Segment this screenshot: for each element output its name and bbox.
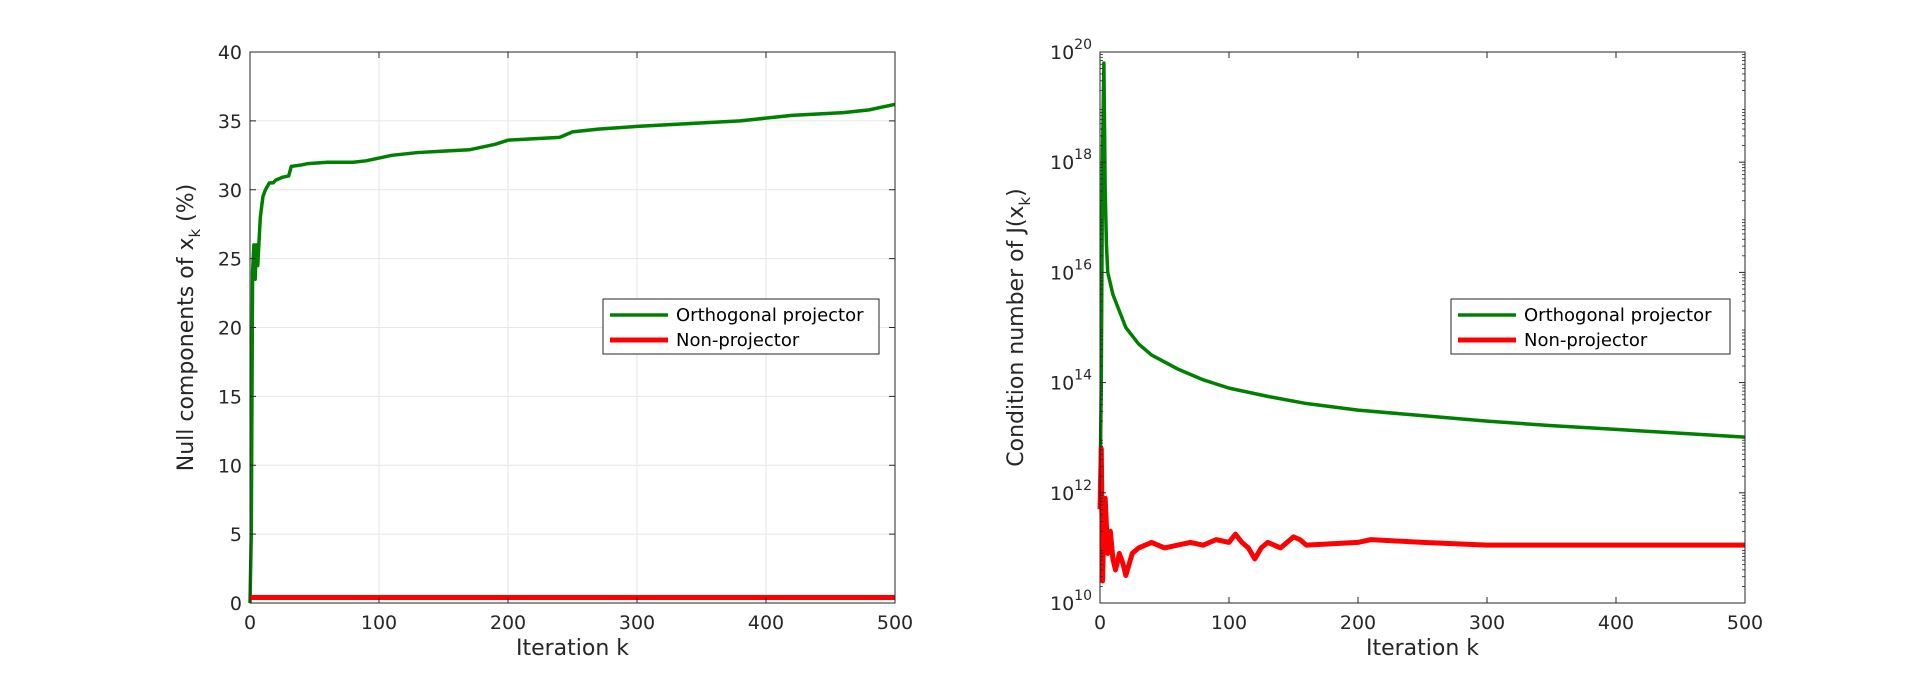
x-axis-label: Iteration k: [1366, 636, 1479, 661]
axes-box: [1099, 51, 1746, 604]
y-tick-label: 1020: [1050, 37, 1092, 64]
y-tick-label: 1016: [1050, 257, 1092, 284]
y-tick-label: 1014: [1050, 368, 1092, 395]
y-tick-label: 1010: [1050, 588, 1092, 615]
legend-label: Orthogonal projector: [1524, 305, 1712, 326]
x-tick-label: 100: [361, 612, 397, 634]
y-axis-label: Condition number of J(xk): [1004, 188, 1034, 466]
x-axis-label: Iteration k: [516, 636, 629, 661]
y-tick-label: 40: [218, 42, 242, 64]
x-tick-label: 200: [490, 612, 526, 634]
series-line-orthogonal-projector: [248, 102, 896, 604]
y-tick-label: 0: [230, 593, 242, 615]
x-tick-label: 500: [877, 612, 913, 634]
y-tick-label: 20: [218, 318, 242, 340]
legend-label: Non-projector: [1524, 330, 1648, 351]
legend-label: Non-projector: [676, 330, 800, 351]
y-tick-label: 10: [218, 455, 242, 477]
legend-label: Orthogonal projector: [676, 305, 864, 326]
x-tick-label: 400: [748, 612, 784, 634]
y-tick-label: 1018: [1050, 147, 1092, 174]
x-tick-label: 300: [1469, 612, 1505, 634]
x-tick-label: 200: [1340, 612, 1376, 634]
y-tick-label: 1012: [1050, 478, 1092, 505]
legend: Orthogonal projector Non-projector: [602, 298, 880, 355]
series-line-orthogonal-projector: [1098, 61, 1746, 493]
x-tick-label: 400: [1598, 612, 1634, 634]
y-axis-label: Null components of xk (%): [174, 184, 204, 472]
y-tick-label: 25: [218, 249, 242, 271]
x-tick-label: 0: [1094, 612, 1106, 634]
legend: Orthogonal projector Non-projector: [1450, 298, 1731, 355]
y-tick-label: 15: [218, 386, 242, 408]
series-line-non-projector: [1097, 446, 1745, 584]
right-plot: 0 100 200 300 400 500 1010 1012 1014 1016 1018 1020…: [1004, 37, 1763, 661]
x-tick-label: 300: [619, 612, 655, 634]
y-tick-label: 5: [230, 524, 242, 546]
left-plot: 0 100 200 300 400 500 0 5 10 15 20 25 30 35 40 Iteratio…: [174, 42, 913, 661]
legend-box: [602, 298, 880, 355]
y-tick-label: 35: [218, 111, 242, 133]
y-tick-label: 30: [218, 180, 242, 202]
x-tick-label: 100: [1211, 612, 1247, 634]
x-tick-label: 0: [244, 612, 256, 634]
legend-box: [1450, 298, 1731, 355]
x-tick-label: 500: [1727, 612, 1763, 634]
